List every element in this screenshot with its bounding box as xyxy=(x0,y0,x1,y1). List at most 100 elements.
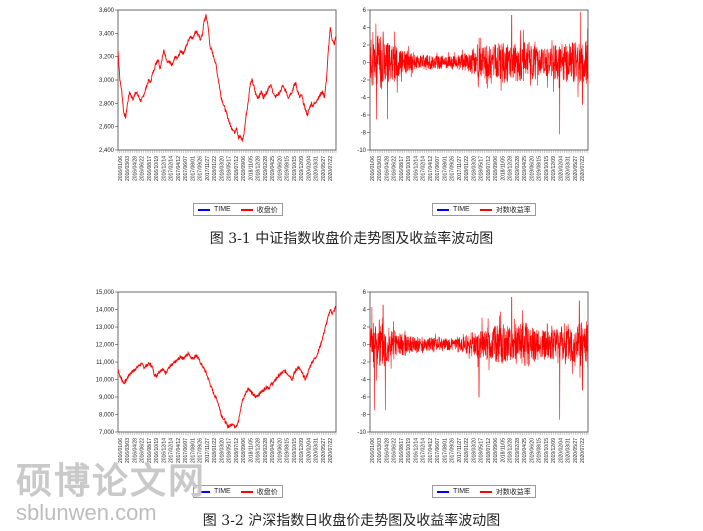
legend-price-label: 收盘价 xyxy=(256,488,278,496)
x-tick-label: 2020/03/31 xyxy=(566,156,572,181)
x-tick-label: 2018/07/12 xyxy=(234,438,240,463)
legend-time-swatch xyxy=(198,208,210,211)
x-tick-label: 2018/09/06 xyxy=(493,156,499,181)
x-tick-label: 2019/12/09 xyxy=(299,156,305,181)
legend-hs-return: TIME 对数收益率 xyxy=(432,485,536,498)
x-tick-label: 2017/06/07 xyxy=(435,156,441,181)
legend-csi-return: TIME 对数收益率 xyxy=(432,203,536,216)
x-tick-label: 2018/09/06 xyxy=(493,438,499,463)
x-tick-label: 2016/04/28 xyxy=(384,156,390,181)
y-tick-label: -4 xyxy=(361,96,367,102)
x-tick-label: 2016/10/19 xyxy=(406,438,412,463)
x-tick-label: 2016/03/03 xyxy=(377,156,383,181)
chart-svg: 7,000 8,000 9,000 10,000 11,000 12,000 13,000 1… xyxy=(96,290,337,463)
chart-log-return-hs: -10 -8 -6 -4 -2 0 2 4 6 2016/01/06 2016/03/03 2016/… xyxy=(342,286,597,486)
x-tick-label: 2016/08/17 xyxy=(399,438,405,463)
x-tick-label: 2016/01/06 xyxy=(370,156,376,181)
x-tick-label: 2019/08/15 xyxy=(537,156,543,181)
x-tick-label: 2017/04/12 xyxy=(176,156,182,181)
chart-closing-price-hs: 7,000 8,000 9,000 10,000 11,000 12,000 13,000 1… xyxy=(90,286,345,486)
y-tick-label: 4 xyxy=(363,26,367,32)
y-tick-label: -2 xyxy=(361,360,367,366)
x-tick-label: 2020/05/27 xyxy=(321,156,327,181)
x-tick-label: 2016/03/03 xyxy=(125,156,131,181)
x-tick-label: 2019/02/28 xyxy=(263,438,269,463)
x-tick-label: 2018/12/28 xyxy=(508,438,514,463)
x-tick-label: 2019/06/20 xyxy=(529,156,535,181)
x-tick-label: 2018/07/12 xyxy=(486,438,492,463)
x-tick-label: 2017/04/12 xyxy=(428,438,434,463)
x-tick-label: 2019/04/25 xyxy=(270,438,276,463)
legend-price-label: 收盘价 xyxy=(256,206,278,214)
legend-time-swatch xyxy=(437,490,449,493)
legend-csi-price: TIME 收盘价 xyxy=(193,203,283,216)
y-tick-label: 4 xyxy=(363,308,367,314)
legend-price-swatch xyxy=(240,208,253,211)
x-tick-label: 2016/10/19 xyxy=(406,156,412,181)
x-tick-label: 2020/02/04 xyxy=(558,438,564,463)
plot-frame xyxy=(117,291,337,433)
figure-caption-3-1: 图 3-1 中证指数收盘价走势图及收益率波动图 xyxy=(209,231,494,247)
x-tick-label: 2017/06/07 xyxy=(183,438,189,463)
legend-time-swatch xyxy=(437,208,449,211)
x-tick-label: 2017/02/14 xyxy=(169,438,175,463)
legend-time-label: TIME xyxy=(453,206,470,213)
y-tick-label: 3,600 xyxy=(99,8,115,14)
x-tick-label: 2018/12/28 xyxy=(256,438,262,463)
x-tick-label: 2017/11/27 xyxy=(457,438,463,463)
y-tick-label: 3,000 xyxy=(99,78,115,84)
x-tick-label: 2018/09/06 xyxy=(241,438,247,463)
x-tick-label: 2020/03/31 xyxy=(314,156,320,181)
return-series-line xyxy=(369,297,589,420)
x-tick-label: 2019/12/09 xyxy=(551,156,557,181)
x-tick-label: 2017/09/26 xyxy=(198,156,204,181)
x-tick-label: 2017/11/27 xyxy=(457,156,463,181)
legend-time-label: TIME xyxy=(214,206,231,213)
y-tick-label: 8,000 xyxy=(99,413,115,419)
x-tick-label: 2018/05/17 xyxy=(479,438,485,463)
y-tick-label: 2 xyxy=(363,43,367,49)
x-tick-label: 2017/08/01 xyxy=(190,156,196,181)
x-tick-label: 2016/08/17 xyxy=(399,156,405,181)
legend-return-swatch xyxy=(479,208,492,211)
x-tick-label: 2020/07/22 xyxy=(580,438,586,463)
x-tick-label: 2018/07/12 xyxy=(486,156,492,181)
x-tick-label: 2020/02/04 xyxy=(306,156,312,181)
x-tick-label: 2019/08/15 xyxy=(537,438,543,463)
y-tick-label: 3,400 xyxy=(99,31,115,37)
x-tick-label: 2018/11/05 xyxy=(248,438,254,463)
legend-hs-price: TIME 收盘价 xyxy=(193,485,283,498)
x-tick-label: 2017/06/07 xyxy=(435,438,441,463)
y-tick-label: -6 xyxy=(361,113,367,119)
x-tick-label: 2019/04/25 xyxy=(522,156,528,181)
x-tick-label: 2018/12/28 xyxy=(256,156,262,181)
x-tick-label: 2018/07/12 xyxy=(234,156,240,181)
x-tick-label: 2016/06/22 xyxy=(140,156,146,181)
y-tick-label: 6 xyxy=(363,8,367,14)
x-tick-label: 2019/12/09 xyxy=(551,438,557,463)
y-tick-label: 13,000 xyxy=(96,325,115,331)
x-tick-label: 2020/05/27 xyxy=(573,156,579,181)
y-tick-label: 15,000 xyxy=(96,290,115,296)
x-tick-label: 2020/02/04 xyxy=(306,438,312,463)
x-tick-label: 2016/01/06 xyxy=(370,438,376,463)
y-tick-label: 2,600 xyxy=(99,125,115,131)
x-tick-label: 2017/04/12 xyxy=(428,156,434,181)
y-tick-label: -8 xyxy=(361,413,367,419)
x-tick-label: 2018/01/22 xyxy=(464,438,470,463)
y-tick-label: 9,000 xyxy=(99,395,115,401)
x-tick-label: 2020/05/27 xyxy=(573,438,579,463)
x-tick-label: 2016/06/22 xyxy=(140,438,146,463)
x-tick-label: 2017/02/14 xyxy=(169,156,175,181)
price-series-line xyxy=(117,14,337,143)
legend-return-label: 对数收益率 xyxy=(495,206,531,214)
x-tick-label: 2016/12/14 xyxy=(413,438,419,463)
figure-caption-3-2: 图 3-2 沪深指数日收盘价走势图及收益率波动图 xyxy=(202,513,501,529)
x-tick-label: 2017/11/27 xyxy=(205,156,211,181)
x-tick-label: 2016/08/17 xyxy=(147,438,153,463)
x-tick-label: 2019/10/15 xyxy=(544,156,550,181)
x-tick-label: 2016/10/19 xyxy=(154,438,160,463)
y-tick-label: 2 xyxy=(363,325,367,331)
y-tick-label: 0 xyxy=(363,61,367,67)
y-tick-label: 10,000 xyxy=(96,378,115,384)
